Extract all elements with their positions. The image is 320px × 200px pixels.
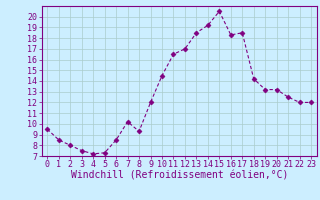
- X-axis label: Windchill (Refroidissement éolien,°C): Windchill (Refroidissement éolien,°C): [70, 171, 288, 181]
